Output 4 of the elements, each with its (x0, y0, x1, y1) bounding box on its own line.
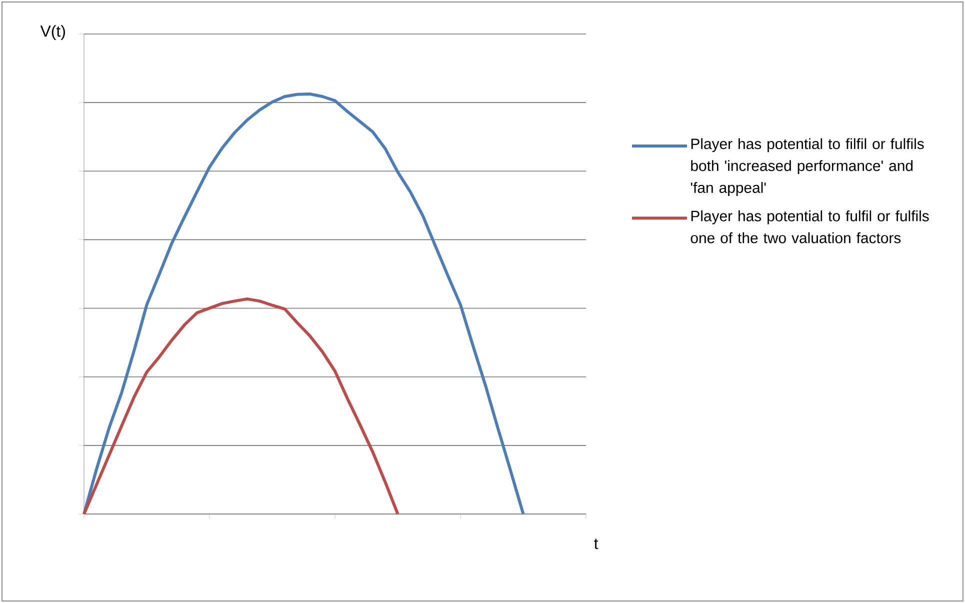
y-axis-title: V(t) (40, 25, 65, 40)
legend-label: Player has potential to fulfil or fulfils one of the two valuation factors (690, 210, 929, 244)
legend-label: Player has potential to filfil or fulfils both 'increased performance' and 'fan appeal' (690, 138, 924, 196)
x-axis-title: t (594, 538, 598, 550)
